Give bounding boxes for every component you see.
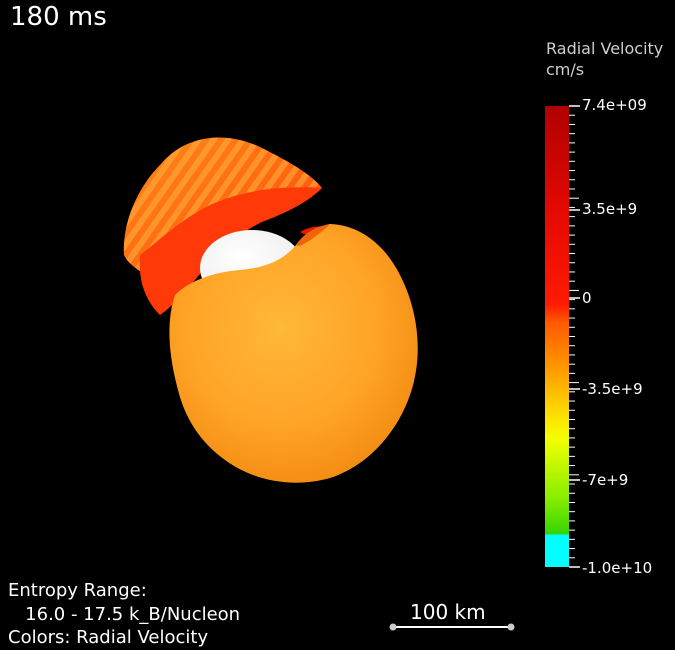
colorbar-unit: cm/s	[546, 60, 585, 79]
colorbar-tick-label: 3.5e+9	[582, 200, 638, 218]
colorbar-tick-label: -3.5e+9	[582, 380, 643, 398]
info-line-range: 16.0 - 17.5 k_B/Nucleon	[8, 604, 241, 625]
info-line-colors: Colors: Radial Velocity	[8, 627, 209, 648]
time-label: 180 ms	[10, 2, 107, 32]
upper-shell	[123, 137, 330, 315]
colorbar-ticks	[569, 105, 580, 568]
colorbar-tick-label: 7.4e+09	[582, 96, 647, 114]
scale-bar-label: 100 km	[410, 600, 486, 624]
scale-bar	[389, 623, 515, 631]
colorbar-tick-label: 0	[582, 289, 592, 307]
colorbar-title: Radial Velocity	[546, 39, 664, 58]
colorbar	[545, 106, 569, 567]
entropy-isosurface	[169, 224, 418, 483]
colorbar-tick-label: -1.0e+10	[582, 559, 653, 577]
info-line-entropy: Entropy Range:	[8, 580, 147, 601]
colorbar-tick-label: -7e+9	[582, 471, 629, 489]
